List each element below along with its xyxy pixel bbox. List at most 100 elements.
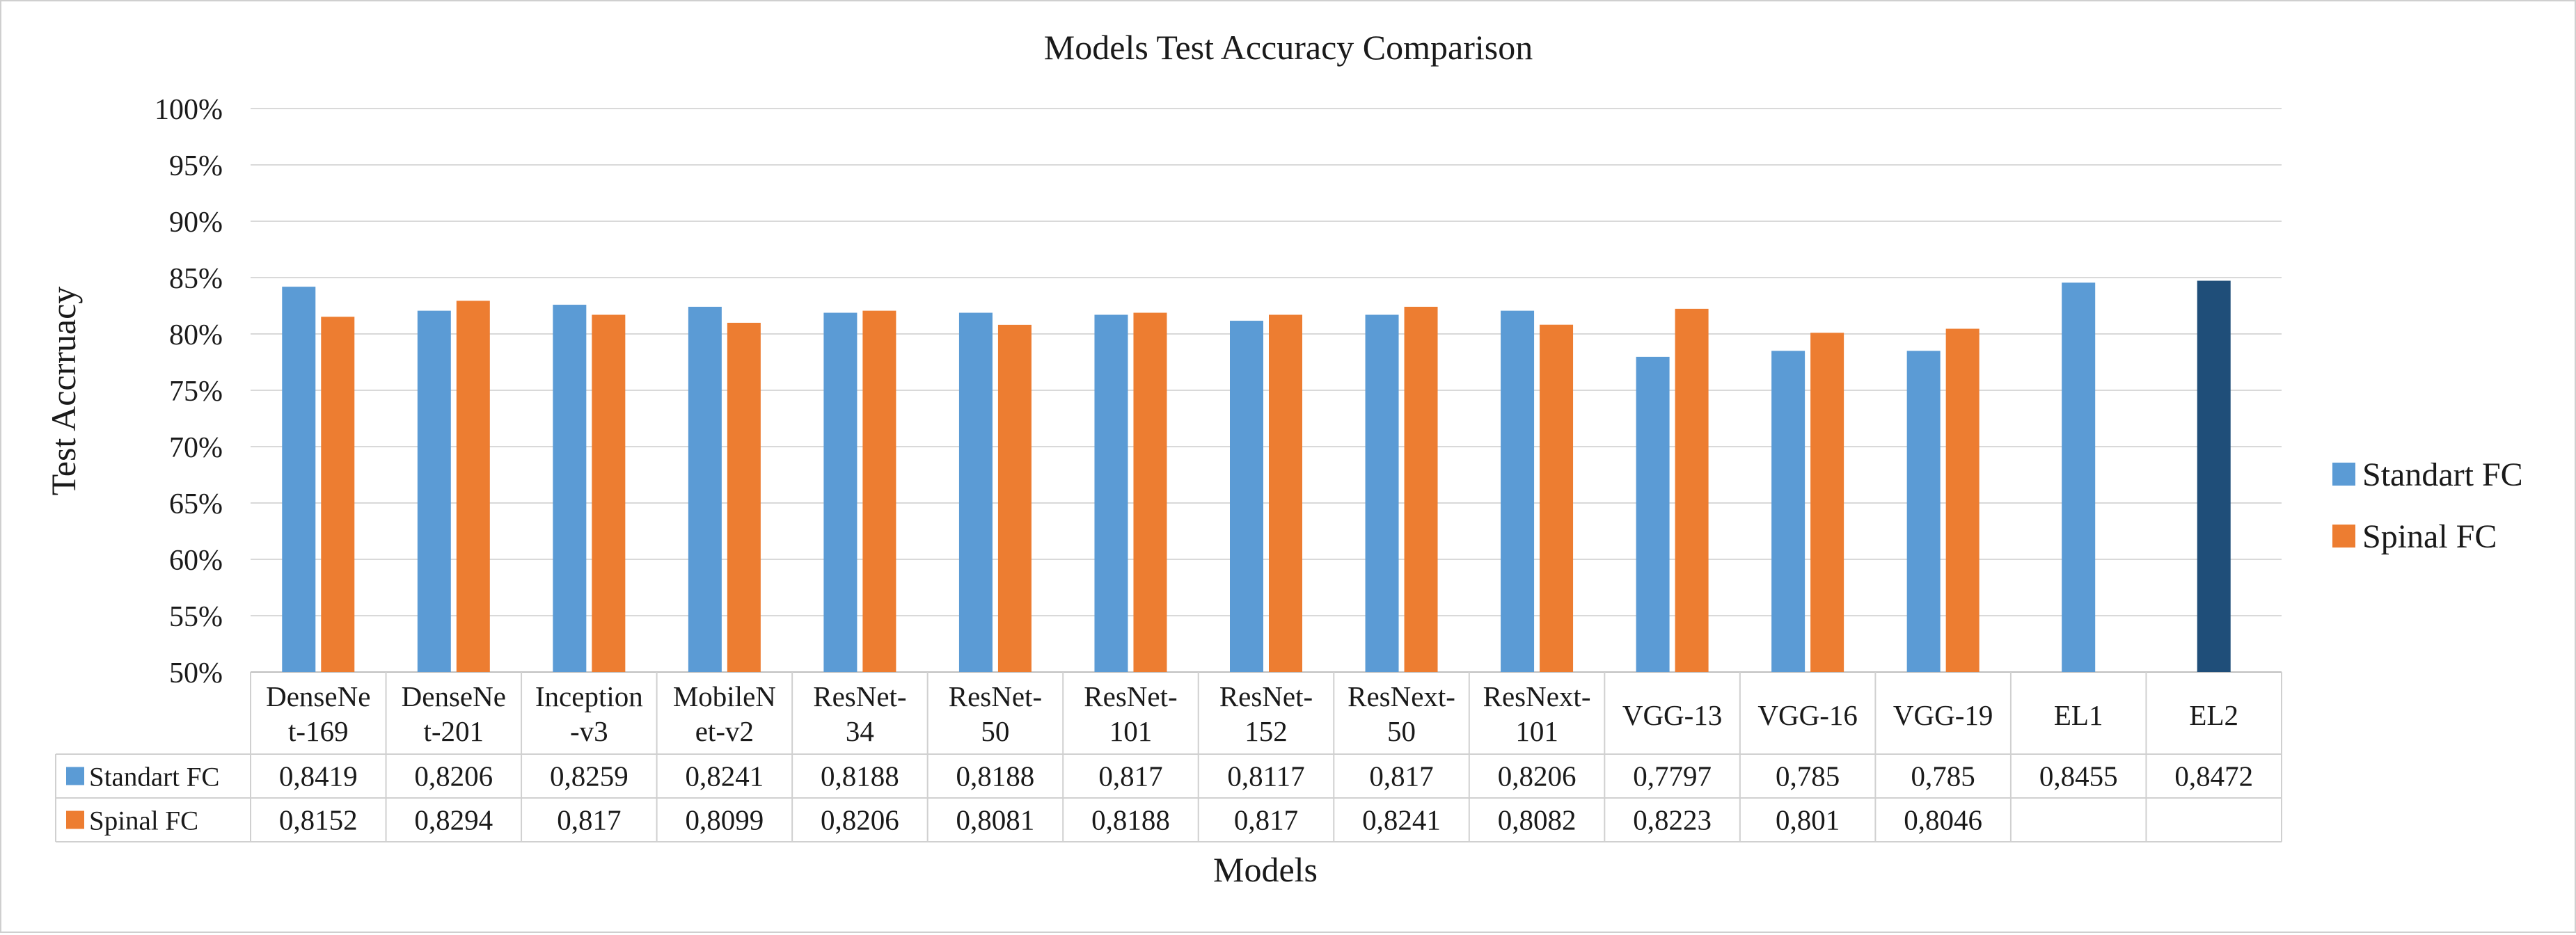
category-label: et-v2 xyxy=(695,715,754,747)
table-value: 0,817 xyxy=(1098,760,1162,792)
category-label: EL1 xyxy=(2054,699,2103,731)
category-label: EL2 xyxy=(2189,699,2238,731)
bar xyxy=(958,312,993,672)
bar xyxy=(1771,351,1805,672)
category-label: ResNet- xyxy=(1219,680,1313,712)
gridlines xyxy=(251,108,2282,673)
table-value: 0,817 xyxy=(1369,760,1433,792)
category-label: 50 xyxy=(1387,715,1416,747)
table-value: 0,785 xyxy=(1776,760,1840,792)
category-label: 101 xyxy=(1109,715,1153,747)
bar xyxy=(1404,306,1438,672)
table-value: 0,817 xyxy=(557,804,621,836)
table-value: 0,817 xyxy=(1234,804,1298,836)
table-value: 0,8188 xyxy=(821,760,899,792)
category-label: MobileN xyxy=(673,680,776,712)
y-tick-label: 80% xyxy=(169,319,223,351)
y-tick-label: 90% xyxy=(169,207,223,239)
legend: Standart FC Spinal FC xyxy=(2332,456,2523,555)
category-label: ResNet- xyxy=(813,680,906,712)
table-value: 0,8081 xyxy=(956,804,1035,836)
bar xyxy=(1365,314,1399,673)
table-series-label: Standart FC xyxy=(89,762,219,792)
bar xyxy=(1501,310,1535,672)
chart-title: Models Test Accuracy Comparison xyxy=(1044,28,1533,67)
y-tick-label: 70% xyxy=(169,432,223,464)
bar xyxy=(1094,314,1128,673)
table-legend-key xyxy=(66,767,84,785)
y-tick-label: 75% xyxy=(169,376,223,408)
table-value: 0,8188 xyxy=(1091,804,1170,836)
category-label: VGG-13 xyxy=(1622,699,1722,731)
bar xyxy=(553,305,587,672)
category-label: 152 xyxy=(1244,715,1288,747)
bar xyxy=(1945,328,1980,672)
bar xyxy=(862,310,896,672)
table-value: 0,8419 xyxy=(279,760,358,792)
bar xyxy=(1269,314,1302,673)
table-value: 0,8455 xyxy=(2039,760,2118,792)
data-table: DenseNet-169DenseNet-201Inception-v3Mobi… xyxy=(55,672,2282,842)
category-label: 101 xyxy=(1515,715,1558,747)
bar xyxy=(1230,321,1263,672)
bar xyxy=(823,312,858,672)
table-value: 0,8152 xyxy=(279,804,358,836)
bar xyxy=(1675,308,1709,672)
table-value: 0,8223 xyxy=(1633,804,1712,836)
category-label: VGG-19 xyxy=(1893,699,1993,731)
bar xyxy=(1810,333,1844,672)
bar xyxy=(282,287,316,672)
table-value: 0,801 xyxy=(1776,804,1840,836)
category-label: ResNext- xyxy=(1348,680,1455,712)
bar xyxy=(417,310,451,672)
legend-label: Standart FC xyxy=(2362,456,2523,493)
bar xyxy=(1540,324,1574,672)
bar xyxy=(456,301,490,672)
bar xyxy=(592,314,626,673)
table-value: 0,8206 xyxy=(821,804,899,836)
y-tick-label: 85% xyxy=(169,263,223,295)
table-value: 0,785 xyxy=(1911,760,1975,792)
category-label: t-201 xyxy=(424,715,484,747)
category-label: ResNext- xyxy=(1483,680,1591,712)
bar xyxy=(2197,280,2231,672)
table-value: 0,8206 xyxy=(414,760,493,792)
table-value: 0,8099 xyxy=(685,804,764,836)
bar xyxy=(1906,351,1941,672)
bar xyxy=(321,317,355,672)
bar xyxy=(1636,356,1670,672)
category-label: 34 xyxy=(846,715,874,747)
y-tick-label: 50% xyxy=(169,657,223,689)
table-value: 0,8259 xyxy=(550,760,629,792)
bar xyxy=(688,306,722,672)
table-value: 0,8206 xyxy=(1498,760,1577,792)
table-series-label: Spinal FC xyxy=(89,806,198,836)
table-value: 0,8241 xyxy=(1362,804,1441,836)
y-tick-label: 60% xyxy=(169,545,223,577)
y-axis-ticks: 50% 55% 60% 65% 70% 75% 80% 85% 90% 95% 100% xyxy=(155,94,223,689)
table-value: 0,8294 xyxy=(414,804,493,836)
bars xyxy=(282,280,2231,673)
legend-swatch xyxy=(2332,525,2355,548)
y-axis-title: Test Accrruacy xyxy=(44,287,83,496)
table-value: 0,8472 xyxy=(2174,760,2253,792)
bar xyxy=(2062,282,2096,672)
category-label: DenseNe xyxy=(266,680,370,712)
y-tick-label: 95% xyxy=(169,150,223,182)
category-label: 50 xyxy=(981,715,1009,747)
table-value: 0,8188 xyxy=(956,760,1035,792)
table-value: 0,8241 xyxy=(685,760,764,792)
legend-swatch xyxy=(2332,463,2355,486)
category-label: DenseNe xyxy=(402,680,506,712)
legend-label: Spinal FC xyxy=(2362,518,2497,555)
y-tick-label: 65% xyxy=(169,488,223,520)
category-label: VGG-16 xyxy=(1757,699,1857,731)
table-value: 0,8046 xyxy=(1904,804,1982,836)
category-label: t-169 xyxy=(288,715,349,747)
table-value: 0,7797 xyxy=(1633,760,1712,792)
category-label: ResNet- xyxy=(1084,680,1177,712)
y-tick-label: 55% xyxy=(169,601,223,633)
category-label: ResNet- xyxy=(949,680,1042,712)
